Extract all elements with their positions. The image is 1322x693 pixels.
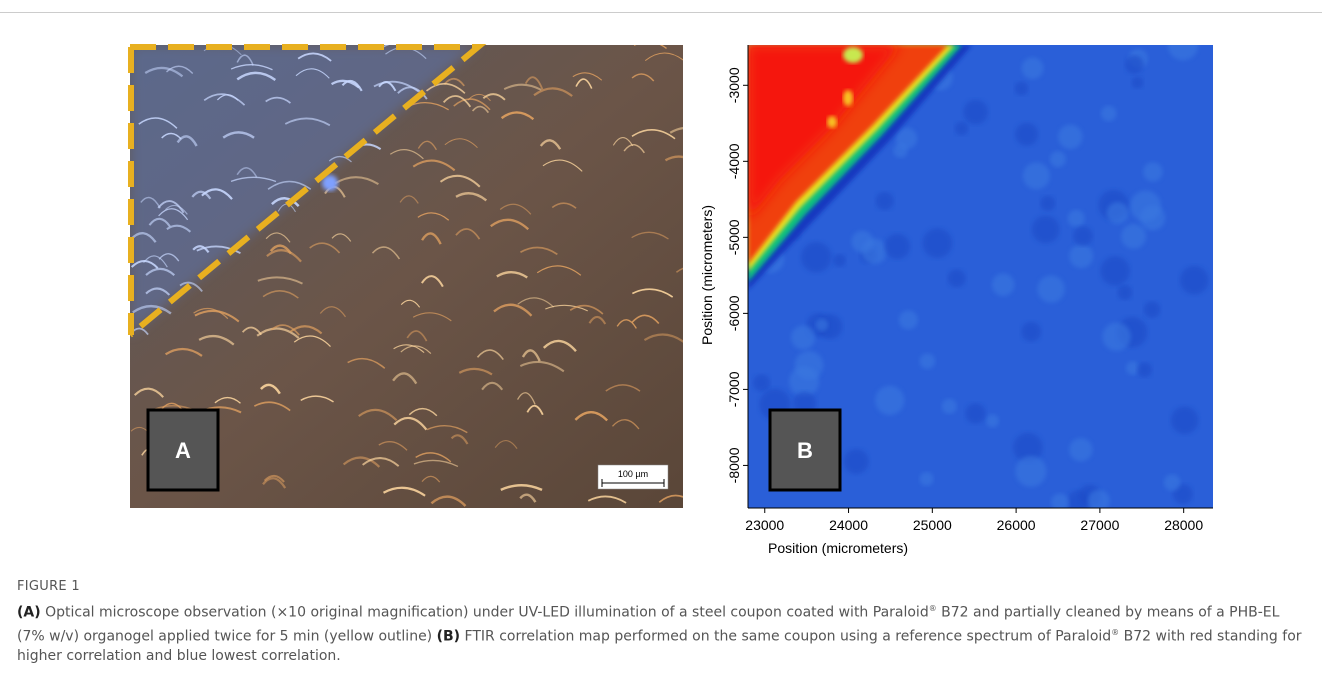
texture xyxy=(919,353,935,369)
texture xyxy=(1168,30,1199,61)
y-axis-label: Position (micrometers) xyxy=(699,205,715,345)
texture xyxy=(875,386,904,415)
texture xyxy=(1051,493,1069,511)
texture xyxy=(1100,256,1129,285)
texture xyxy=(1058,125,1083,150)
y-tick-label: -4000 xyxy=(726,143,742,179)
texture xyxy=(942,399,957,414)
texture xyxy=(1130,191,1161,222)
texture xyxy=(1023,162,1050,189)
texture xyxy=(1117,285,1132,300)
y-tick-label: -3000 xyxy=(726,67,742,103)
x-tick-label: 25000 xyxy=(913,517,952,533)
texture xyxy=(1032,216,1060,244)
y-tick-label: -6000 xyxy=(726,295,742,331)
texture xyxy=(851,231,873,253)
texture xyxy=(1131,77,1143,89)
texture xyxy=(801,242,832,273)
caption-part: ® xyxy=(1111,628,1119,637)
page: A 100 µm B Position (micrometers) Positi… xyxy=(0,0,1322,693)
panel-label: A xyxy=(175,438,191,463)
texture xyxy=(1040,196,1055,211)
caption: (A) Optical microscope observation (×10 … xyxy=(17,599,1307,666)
texture xyxy=(1022,57,1044,79)
texture xyxy=(791,325,815,349)
texture xyxy=(885,234,910,259)
texture xyxy=(986,414,999,427)
texture xyxy=(1107,202,1129,224)
texture xyxy=(1143,162,1163,182)
x-tick-label: 28000 xyxy=(1164,517,1203,533)
texture xyxy=(919,472,933,486)
texture xyxy=(1037,275,1064,302)
texture xyxy=(1101,106,1117,122)
caption-part: (B) xyxy=(437,628,460,644)
texture xyxy=(816,319,829,332)
texture xyxy=(896,128,918,150)
texture xyxy=(923,228,953,258)
figure: A 100 µm B Position (micrometers) Positi… xyxy=(0,0,1322,570)
x-axis-label: Position (micrometers) xyxy=(768,540,908,556)
x-tick-label: 27000 xyxy=(1080,517,1119,533)
texture xyxy=(875,192,893,210)
y-tick-label: -7000 xyxy=(726,371,742,407)
texture xyxy=(1068,210,1085,227)
texture xyxy=(899,310,918,329)
texture xyxy=(955,122,969,136)
x-tick-label: 23000 xyxy=(745,517,784,533)
caption-part: (A) xyxy=(17,605,41,621)
texture xyxy=(844,449,869,474)
texture xyxy=(1015,456,1046,487)
texture xyxy=(1069,244,1093,268)
texture xyxy=(1050,151,1066,167)
texture xyxy=(833,254,846,267)
texture xyxy=(1144,301,1161,318)
texture xyxy=(1137,362,1152,377)
texture xyxy=(1088,490,1110,512)
texture xyxy=(1073,226,1093,246)
texture xyxy=(992,273,1015,296)
panel-label: B xyxy=(797,438,813,463)
scale-bar-label: 100 µm xyxy=(618,469,648,479)
caption-title: FIGURE 1 xyxy=(17,579,80,594)
texture xyxy=(947,269,965,287)
texture xyxy=(1015,123,1038,146)
texture xyxy=(1015,82,1029,96)
caption-part: FTIR correlation map performed on the sa… xyxy=(460,628,1111,644)
caption-part: Optical microscope observation (×10 orig… xyxy=(41,605,929,621)
texture xyxy=(1125,55,1144,74)
texture xyxy=(1021,322,1041,342)
texture xyxy=(1180,266,1209,295)
texture xyxy=(753,374,770,391)
x-tick-label: 26000 xyxy=(997,517,1036,533)
texture xyxy=(1102,323,1130,351)
texture xyxy=(1069,438,1092,461)
texture xyxy=(1121,224,1146,249)
y-tick-label: -8000 xyxy=(726,447,742,483)
x-tick-label: 24000 xyxy=(829,517,868,533)
caption-part: ® xyxy=(929,604,937,613)
texture xyxy=(1171,406,1199,434)
y-tick-label: -5000 xyxy=(726,219,742,255)
texture xyxy=(1164,474,1181,491)
texture xyxy=(963,100,988,125)
texture xyxy=(965,403,985,423)
